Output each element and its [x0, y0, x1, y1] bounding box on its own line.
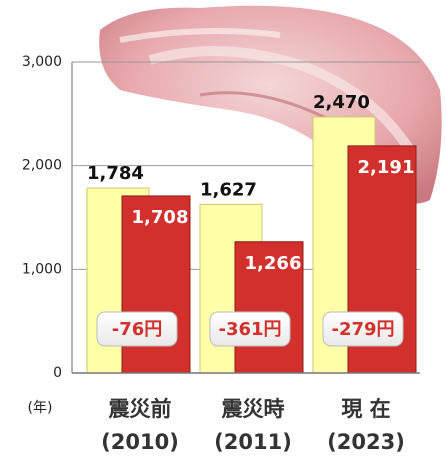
difference-box: [209, 311, 291, 347]
bar: [234, 241, 304, 374]
value-label: 2,191: [358, 157, 415, 178]
x-tick-year: (2011): [214, 430, 292, 454]
y-tick-label: 3,000: [22, 54, 62, 70]
y-tick-label: 0: [53, 365, 62, 381]
x-tick-label: 現 在: [341, 397, 390, 421]
y-tick-label: 1,000: [22, 261, 62, 277]
value-label: 1,627: [200, 179, 257, 200]
value-label: 1,266: [245, 253, 302, 274]
difference-label: -361円: [218, 319, 281, 340]
unit-label: (年): [28, 400, 53, 416]
difference-label: -76円: [112, 319, 163, 340]
x-tick-year: (2023): [327, 430, 405, 454]
value-label: 2,470: [313, 92, 370, 113]
x-tick-label: 震災時: [222, 397, 285, 421]
difference-box: [96, 311, 178, 347]
value-label: 1,784: [87, 163, 144, 184]
y-tick-label: 2,000: [22, 158, 62, 174]
x-tick-label: 震災前: [109, 397, 172, 421]
value-label: 1,708: [132, 207, 189, 228]
x-tick-year: (2010): [101, 430, 179, 454]
difference-label: -279円: [331, 319, 394, 340]
difference-box: [322, 311, 404, 347]
